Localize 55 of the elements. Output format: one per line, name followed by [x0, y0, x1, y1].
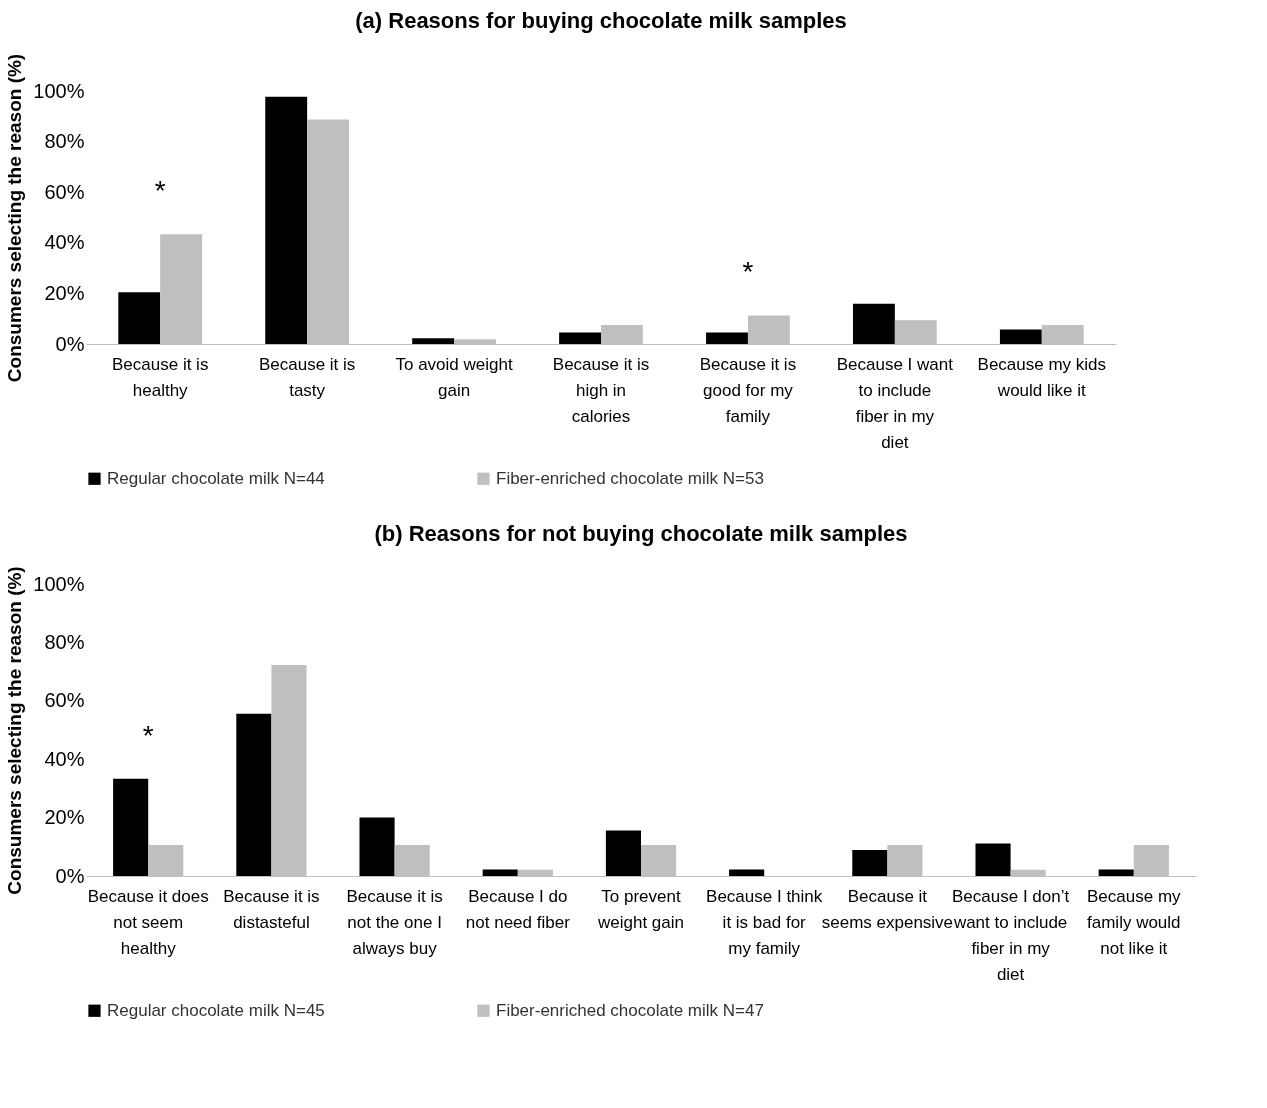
- bar: [359, 817, 395, 876]
- y-tick-label: 80%: [44, 630, 85, 653]
- y-tick-label: 100%: [33, 572, 85, 595]
- x-tick-label: Because I don’t want to include fiber in my diet: [951, 886, 1070, 984]
- y-tick-label: 80%: [44, 130, 85, 153]
- x-tick-label: Because my family would not like it: [1087, 886, 1182, 958]
- bar: [265, 96, 308, 344]
- bar: [118, 292, 161, 344]
- x-tick-label: Because it is not the one I always buy: [346, 886, 443, 958]
- bar: [412, 338, 455, 344]
- bar: [729, 869, 765, 876]
- bar: [113, 778, 149, 876]
- x-tick-label: Because it is good for my family: [699, 354, 797, 426]
- y-tick-label: 20%: [44, 281, 85, 304]
- bar: [482, 869, 518, 876]
- y-tick-label: 0%: [55, 864, 85, 887]
- bar: [706, 332, 748, 344]
- x-tick-label: Because I want to include fiber in my diet: [836, 354, 954, 452]
- y-tick-label: 0%: [55, 332, 85, 355]
- x-tick-label: Because it is healthy: [112, 354, 209, 400]
- y-axis-title: Consumers selecting the reason (%): [4, 53, 26, 383]
- legend-label: Fiber-enriched chocolate milk N=47: [496, 1000, 764, 1020]
- y-tick-label: 40%: [44, 747, 85, 770]
- bar: [852, 850, 888, 876]
- y-tick-label: 100%: [33, 79, 85, 102]
- bar: [236, 713, 272, 876]
- x-tick-label: Because it does not seem healthy: [87, 886, 209, 958]
- x-tick-label: Because it is tasty: [258, 354, 356, 400]
- x-tick-label: Because it is distasteful: [223, 886, 320, 932]
- x-tick-label: Because I do not need fiber: [465, 886, 571, 932]
- y-tick-label: 20%: [44, 806, 85, 829]
- bar: [999, 329, 1042, 344]
- x-tick-label: Because I think it is bad for my family: [706, 886, 823, 958]
- bar: [605, 830, 641, 876]
- y-tick-label: 40%: [44, 231, 85, 254]
- bar: [1098, 869, 1134, 876]
- y-axis-title: Consumers selecting the reason (%): [4, 566, 26, 895]
- annotation: *: [154, 175, 166, 207]
- annotation: *: [742, 256, 754, 288]
- legend-label: Regular chocolate milk N=44: [107, 468, 325, 488]
- bar: [559, 332, 601, 344]
- x-tick-label: Because my kids would like it: [977, 354, 1107, 400]
- y-tick-label: 60%: [44, 689, 85, 712]
- bar: [852, 303, 895, 344]
- x-tick-label: To prevent weight gain: [596, 886, 685, 932]
- x-tick-label: Because it seems expensive: [821, 886, 954, 932]
- legend-label: Regular chocolate milk N=45: [107, 1000, 325, 1020]
- legend-label: Fiber-enriched chocolate milk N=53: [496, 468, 764, 488]
- annotation: *: [142, 719, 154, 751]
- chart-title: (b) Reasons for not buying chocolate milk samples: [374, 520, 908, 546]
- bar: [975, 843, 1011, 876]
- y-tick-label: 60%: [44, 180, 85, 203]
- x-tick-label: Because it is high in calories: [552, 354, 650, 426]
- chart-title: (a) Reasons for buying chocolate milk samples: [355, 8, 847, 34]
- x-tick-label: To avoid weight gain: [395, 354, 513, 400]
